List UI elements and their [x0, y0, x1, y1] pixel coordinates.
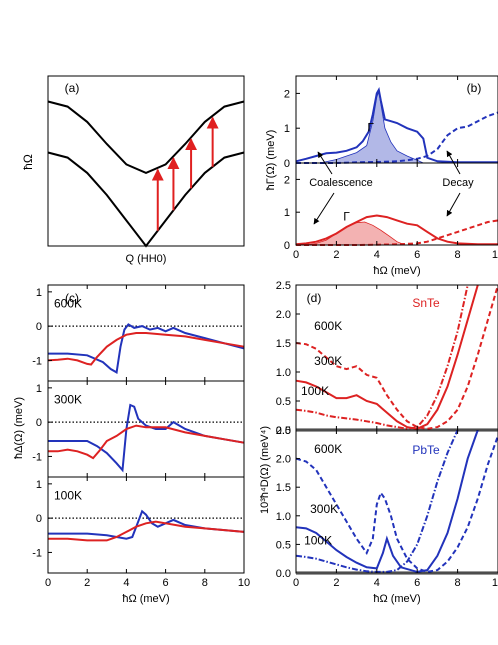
panel-d-ytick-label: 2.5 [276, 280, 291, 292]
panel-a-label: (a) [65, 81, 80, 95]
panel-d-ytick-label: 1.0 [276, 367, 291, 379]
panel-a-frame [47, 75, 245, 247]
panel-d-x-tick-label: 4 [374, 577, 380, 589]
panel-c-series-line [48, 509, 245, 540]
panel-b-lower-x-tick-label: 10 [492, 249, 498, 261]
panel-d-ytick-label: 0.0 [276, 568, 291, 580]
temperature-label: 100K [54, 488, 82, 502]
panel-d-ylabel: 10³ħ⁴D(Ω) (meV⁴) [259, 426, 271, 514]
decay-arrow-up [446, 150, 461, 175]
panel-d-ytick-label: 2.0 [276, 454, 291, 466]
panel-b-lower-ytick-label: 0 [284, 240, 290, 252]
temperature-label: 300K [54, 392, 82, 406]
panel-d-ytick-label: 0.0 [276, 425, 291, 437]
panel-d-x-tick-label: 2 [333, 577, 339, 589]
panel-b-lower-frame [295, 162, 498, 246]
panel-d-label: (d) [307, 291, 322, 305]
panel-d-series-line [295, 284, 479, 430]
panel-d-series-line [295, 284, 498, 430]
panel-c-x-tick-label: 4 [123, 577, 129, 589]
panel-b-lower-ytick-label: 1 [284, 207, 290, 219]
panel-b-upper-ytick-label: 2 [284, 88, 290, 100]
panel-c-x-tick-label: 6 [163, 577, 169, 589]
panel-d-x-tick-label: 0 [293, 577, 299, 589]
panel-c-label: (c) [65, 291, 79, 305]
panel-d-series-line [295, 435, 498, 573]
panel-d-series-line [295, 284, 469, 430]
panel-c-ytick-label: -1 [32, 355, 42, 367]
temperature-label: 600K [54, 296, 82, 310]
panel-d-x-tick-label: 6 [414, 577, 420, 589]
panel-c-x-tick-label: 10 [238, 577, 250, 589]
panel-b-lower-x-tick-label: 4 [374, 249, 380, 261]
panel-c-x-tick-label: 8 [202, 577, 208, 589]
panel-c-x-tick-label: 0 [45, 577, 51, 589]
panel-b-lower-ytick-label: 2 [284, 174, 290, 186]
panel-c-ytick-label: -1 [32, 547, 42, 559]
lower-branch-curve [47, 151, 245, 248]
panel-b-lower-x-tick-label: 2 [333, 249, 339, 261]
panel-d-frame-1 [295, 429, 498, 574]
panel-b-lower-x-tick-label: 0 [293, 249, 299, 261]
panel-c-xlabel: ħΩ (meV) [122, 593, 169, 605]
panel-c-series-line [48, 403, 245, 473]
gamma-label-upper: Γ [367, 121, 374, 135]
panel-b-upper-ytick-label: 0 [284, 158, 290, 170]
panel-c-ytick-label: 0 [36, 321, 42, 333]
panel-c-series-line [48, 323, 245, 374]
panel-c-ytick-label: 0 [36, 417, 42, 429]
upper-branch-curve [47, 100, 245, 174]
panel-b-lower-x-tick-label: 8 [455, 249, 461, 261]
panel-b-upper-line [295, 87, 498, 164]
panel-d-ytick-label: 1.0 [276, 511, 291, 523]
panel-c-ytick-label: 1 [36, 383, 42, 395]
gamma-label-lower: Γ [343, 209, 350, 223]
panel-b-ylabel: ħΓ(Ω) (meV) [265, 130, 277, 191]
panel-c-ylabel: ħΔ(Ω) (meV) [13, 397, 25, 459]
material-label: PbTe [412, 443, 440, 457]
panel-b-label: (b) [467, 81, 482, 95]
panel-b-lower-line [295, 214, 498, 246]
panel-b-lower-fill [306, 221, 406, 246]
panel-d-ytick-label: 2.5 [276, 425, 291, 437]
panel-d-ytick-label: 2.0 [276, 309, 291, 321]
panel-a-xlabel: Q (HH0) [126, 253, 167, 265]
panel-d-xlabel: ħΩ (meV) [373, 593, 420, 605]
series-temperature-label: 600K [314, 319, 342, 333]
material-label: SnTe [412, 296, 440, 310]
panel-c-series-line [48, 520, 245, 542]
series-temperature-label: 600K [314, 442, 342, 456]
panel-d-x-tick-label: 10 [492, 577, 498, 589]
series-temperature-label: 300K [310, 502, 338, 516]
panel-b-xlabel: ħΩ (meV) [373, 265, 420, 277]
panel-c-ytick-label: 1 [36, 479, 42, 491]
panel-d-ytick-label: 1.5 [276, 338, 291, 350]
panel-d-ytick-label: 0.5 [276, 539, 291, 551]
panel-b-lower-line [296, 219, 498, 246]
panel-d-ytick-label: 0.5 [276, 396, 291, 408]
panel-c-frame-2 [47, 476, 245, 574]
decay-arrow-down [446, 192, 461, 217]
panel-d-ytick-label: 1.5 [276, 482, 291, 494]
series-temperature-label: 300K [314, 354, 342, 368]
decay-label: Decay [442, 177, 474, 189]
panel-c-series-line [48, 424, 245, 460]
panel-c-series-line [47, 332, 245, 366]
coalescence-arrow-up [317, 151, 333, 175]
coalescence-arrow-down [313, 192, 335, 225]
panel-c-ytick-label: 1 [36, 287, 42, 299]
panel-b-upper-ytick-label: 1 [284, 123, 290, 135]
panel-c-x-tick-label: 2 [84, 577, 90, 589]
panel-b-lower-x-tick-label: 6 [414, 249, 420, 261]
panel-c-ytick-label: 0 [36, 513, 42, 525]
panel-a-ylabel: ħΩ [21, 154, 35, 170]
series-temperature-label: 100K [301, 384, 329, 398]
panel-d-series-line [295, 429, 479, 573]
panel-c-ytick-label: -1 [32, 451, 42, 463]
panel-d-x-tick-label: 8 [455, 577, 461, 589]
series-temperature-label: 100K [304, 533, 332, 547]
coalescence-label: Coalescence [309, 177, 373, 189]
